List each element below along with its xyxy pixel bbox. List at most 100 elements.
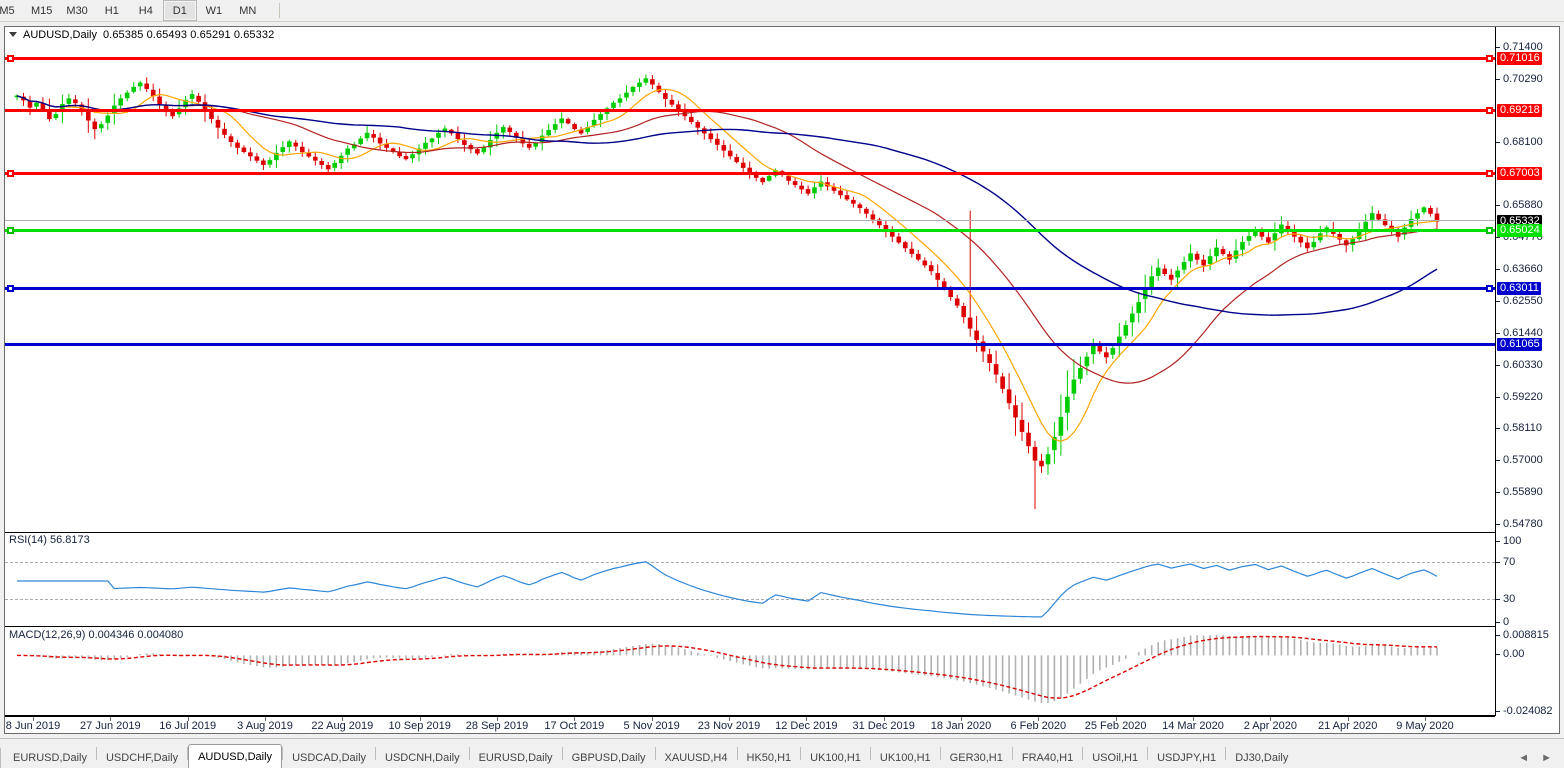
rsi-pane[interactable]: RSI(14) 56.8173: [5, 533, 1495, 627]
chart-tab-dj30-daily[interactable]: DJ30,Daily: [1235, 751, 1289, 764]
date-tickmark: [574, 717, 576, 721]
tab-divider: [800, 746, 802, 760]
tab-divider: [939, 746, 941, 760]
price-tag-0.67003[interactable]: 0.67003: [1497, 167, 1542, 181]
date-label: 2 Apr 2020: [1243, 720, 1297, 732]
rsi-guide-70: [5, 562, 1495, 563]
rsi-tick-0: 0: [1496, 617, 1509, 628]
timeframe-button-m15[interactable]: M15: [31, 4, 53, 17]
price-tag-0.61065[interactable]: 0.61065: [1497, 337, 1542, 351]
tab-scroll-prev-button[interactable]: ◄: [1518, 752, 1530, 764]
chart-tab-usdchf-daily[interactable]: USDCHF,Daily: [105, 751, 179, 764]
macd-label: MACD(12,26,9) 0.004346 0.004080: [9, 629, 184, 641]
chart-tab-hk50-h1[interactable]: HK50,H1: [746, 751, 792, 764]
chart-tab-ger30-h1[interactable]: GER30,H1: [949, 751, 1003, 764]
chart-tab-eurusd-daily[interactable]: EURUSD,Daily: [478, 751, 553, 764]
chevron-down-icon[interactable]: [9, 32, 17, 37]
price-tag-0.65024[interactable]: 0.65024: [1497, 223, 1542, 237]
date-label: 27 Jun 2019: [80, 720, 141, 732]
price-tick-0.64770: 0.64770: [1496, 232, 1543, 243]
tab-divider: [736, 746, 738, 760]
toolbar-separator: [278, 3, 280, 18]
date-tickmark: [187, 717, 189, 721]
level-handle-left[interactable]: [7, 55, 14, 63]
timeframe-button-h4[interactable]: H4: [138, 4, 153, 17]
level-handle-right[interactable]: [1486, 170, 1493, 178]
date-label: 23 Nov 2019: [697, 720, 761, 732]
date-tickmark: [1038, 717, 1040, 721]
macd-pane[interactable]: MACD(12,26,9) 0.004346 0.004080: [5, 628, 1495, 716]
level-line-0.63011[interactable]: [5, 284, 1495, 292]
price-tick-0.61440: 0.61440: [1496, 327, 1543, 339]
tab-bar-left-edge: [0, 748, 4, 768]
rsi-tick-30: 30: [1496, 594, 1515, 605]
date-label: 21 Apr 2020: [1317, 720, 1378, 732]
price-pane[interactable]: AUDUSD,Daily 0.65385 0.65493 0.65291 0.6…: [5, 27, 1495, 533]
timeframe-button-m30[interactable]: M30: [66, 4, 88, 17]
level-line-0.61065[interactable]: [5, 342, 1495, 346]
timeframe-button-w1[interactable]: W1: [205, 4, 223, 17]
chart-tab-xauusd-h4[interactable]: XAUUSD,H4: [664, 751, 728, 764]
chart-tab-usdjpy-h1[interactable]: USDJPY,H1: [1157, 751, 1217, 764]
level-line-0.65024[interactable]: [5, 226, 1495, 234]
price-tag-0.71016[interactable]: 0.71016: [1497, 52, 1542, 66]
chart-tab-audusd-daily[interactable]: AUDUSD,Daily: [188, 744, 283, 768]
chart-tab-fra40-h1[interactable]: FRA40,H1: [1021, 751, 1074, 764]
tab-divider: [282, 746, 284, 760]
price-tick-0.65880: 0.65880: [1496, 200, 1543, 211]
price-tick-0.70290: 0.70290: [1496, 73, 1543, 85]
level-handle-right[interactable]: [1486, 106, 1493, 114]
date-axis: 8 Jun 2019 27 Jun 2019 16 Jul 2019 3 Aug 20…: [5, 716, 1495, 733]
price-tick-0.59220: 0.59220: [1496, 391, 1543, 403]
date-label: 16 Jul 2019: [159, 720, 217, 732]
chart-tab-usdcnh-daily[interactable]: USDCNH,Daily: [385, 751, 460, 764]
tab-scroll-next-button[interactable]: ►: [1541, 752, 1552, 764]
date-tickmark: [342, 717, 344, 721]
level-line-0.67003[interactable]: [5, 170, 1495, 178]
price-tag-0.63011[interactable]: 0.63011: [1497, 281, 1541, 295]
price-tag-0.69218[interactable]: 0.69218: [1497, 103, 1542, 117]
level-handle-right[interactable]: [1486, 226, 1493, 234]
date-label: 17 Oct 2019: [544, 720, 605, 732]
price-scale[interactable]: 0.71400 0.70290 0.68100 0.65880 0.64770 0.636…: [1495, 27, 1559, 717]
chart-tab-usdcad-daily[interactable]: USDCAD,Daily: [292, 751, 367, 764]
level-handle-right[interactable]: [1486, 55, 1493, 63]
date-tickmark: [419, 717, 421, 721]
date-tickmark: [651, 717, 653, 721]
timeframe-button-mn[interactable]: MN: [239, 4, 257, 17]
level-handle-left[interactable]: [7, 226, 14, 234]
timeframe-button-d1[interactable]: D1: [162, 0, 197, 21]
price-tick-0.60330: 0.60330: [1496, 359, 1543, 371]
level-line-0.69218[interactable]: [5, 106, 1495, 114]
level-line-0.71016[interactable]: [5, 55, 1495, 63]
price-tick-0.63660: 0.63660: [1496, 264, 1543, 275]
macd-plot: [17, 634, 1438, 703]
tab-divider: [1147, 746, 1149, 760]
date-label: 6 Feb 2020: [1010, 720, 1067, 732]
date-tickmark: [33, 717, 34, 721]
date-tickmark: [961, 717, 962, 721]
tab-scroll-controls: ◄ ►: [1518, 752, 1564, 768]
date-label: 5 Nov 2019: [623, 720, 680, 732]
chart-tab-usoil-h1[interactable]: USOil,H1: [1092, 751, 1139, 764]
date-label: 14 Mar 2020: [1162, 720, 1224, 732]
date-label: 31 Dec 2019: [852, 720, 915, 732]
chart-tab-gbpusd-daily[interactable]: GBPUSD,Daily: [571, 751, 646, 764]
level-line-0.65332[interactable]: [5, 220, 1495, 222]
level-handle-left[interactable]: [7, 170, 14, 178]
chart-tab-uk100-h1[interactable]: UK100,H1: [810, 751, 861, 764]
timeframe-button-m5[interactable]: M5: [0, 4, 15, 17]
chart-tab-uk100-h1[interactable]: UK100,H1: [879, 751, 931, 764]
level-handle-left[interactable]: [7, 284, 14, 292]
chart-area[interactable]: AUDUSD,Daily 0.65385 0.65493 0.65291 0.6…: [4, 26, 1560, 734]
chart-tab-eurusd-daily[interactable]: EURUSD,Daily: [13, 751, 87, 764]
timeframe-button-h1[interactable]: H1: [104, 4, 119, 17]
level-handle-right[interactable]: [1486, 284, 1493, 292]
date-tickmark: [1115, 717, 1117, 721]
price-tick-0.62550: 0.62550: [1496, 295, 1543, 307]
tab-divider: [869, 746, 871, 760]
candlestick-plot: [14, 74, 1440, 510]
tab-divider: [187, 746, 189, 760]
date-label: 18 Jan 2020: [930, 720, 992, 732]
